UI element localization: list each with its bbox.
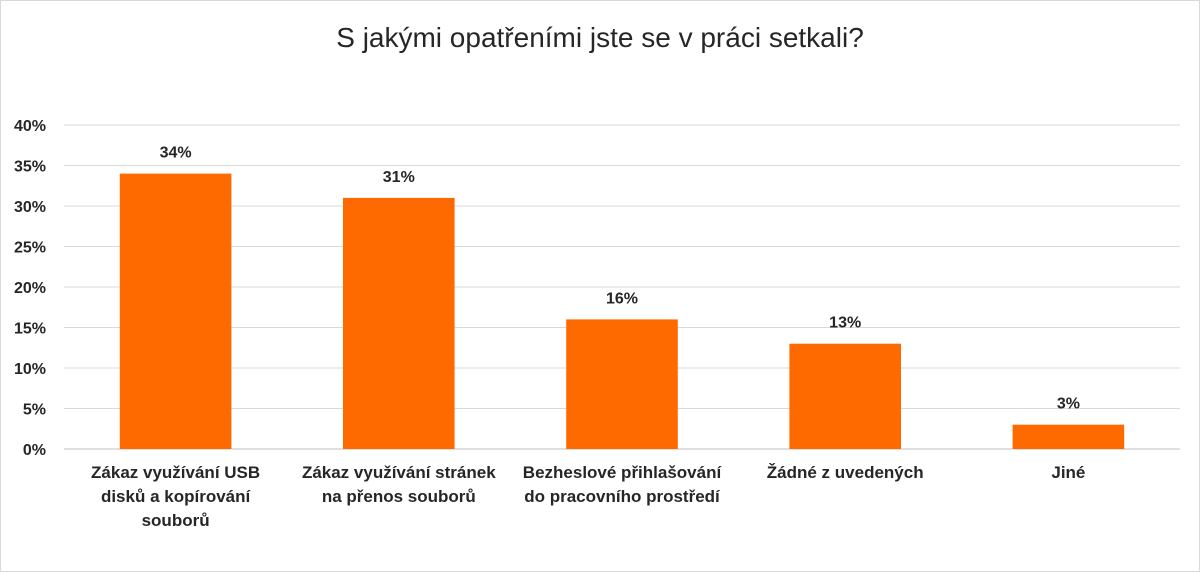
y-tick-label: 40% bbox=[14, 118, 46, 135]
y-tick-label: 5% bbox=[23, 402, 46, 419]
data-label: 16% bbox=[606, 290, 638, 307]
y-tick-label: 0% bbox=[23, 442, 46, 459]
bar bbox=[343, 197, 455, 449]
y-tick-label: 10% bbox=[14, 361, 46, 378]
y-tick-label: 20% bbox=[14, 280, 46, 297]
bar bbox=[1012, 424, 1125, 449]
data-label: 3% bbox=[1057, 396, 1080, 413]
data-label: 31% bbox=[383, 169, 415, 186]
x-category-label: Žádné z uvedených bbox=[766, 463, 924, 482]
bar bbox=[119, 173, 232, 449]
x-category-label: Bezheslové přihlašování do pracovního pr… bbox=[522, 463, 722, 506]
y-tick-label: 35% bbox=[14, 159, 46, 176]
x-category-label: Jiné bbox=[1051, 463, 1086, 482]
data-label: 13% bbox=[829, 315, 861, 332]
y-tick-label: 25% bbox=[14, 240, 46, 257]
bar bbox=[566, 319, 678, 449]
x-category-label: Zákaz využívání stránek na přenos soubor… bbox=[301, 463, 496, 506]
y-tick-label: 30% bbox=[14, 199, 46, 216]
x-category-label: Zákaz využívání USB disků a kopírování s… bbox=[91, 463, 261, 530]
bar bbox=[789, 343, 901, 449]
chart-title: S jakými opatřeními jste se v práci setk… bbox=[336, 22, 864, 53]
y-tick-label: 15% bbox=[14, 321, 46, 338]
data-label: 34% bbox=[160, 145, 192, 162]
